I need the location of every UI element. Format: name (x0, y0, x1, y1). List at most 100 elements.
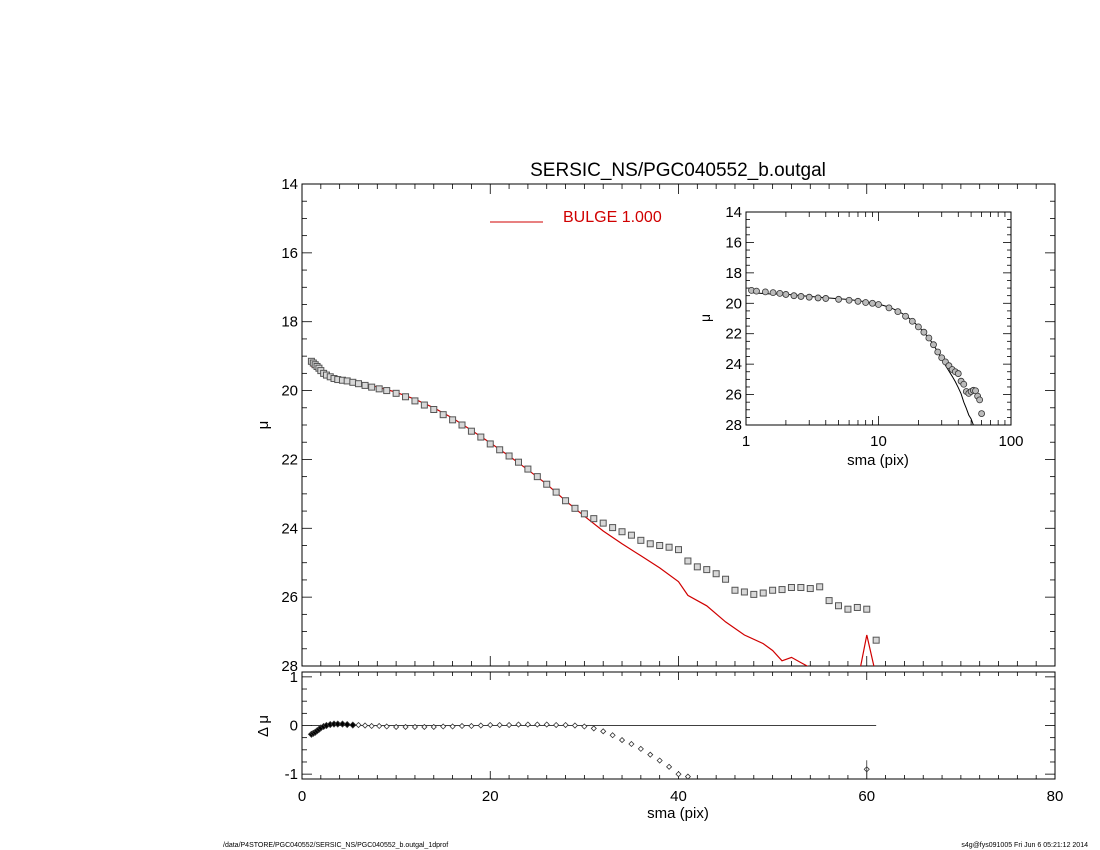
residual-point (402, 723, 409, 731)
inset-profile-point (875, 301, 882, 308)
profile-point (411, 397, 419, 405)
profile-point (449, 416, 457, 424)
residual-point (440, 723, 447, 730)
profile-point (872, 636, 880, 644)
residual-point (600, 728, 607, 735)
profile-point (496, 446, 504, 454)
inset-profile-point (854, 297, 862, 305)
profile-point (675, 546, 682, 554)
x-tick-label: 40 (670, 788, 687, 805)
profile-point (343, 377, 351, 385)
inset-profile-point (776, 289, 784, 297)
residual-point (338, 720, 347, 728)
inset-profile-point (908, 317, 916, 325)
profile-point (712, 570, 720, 578)
inset-axis-ticks: 1 10 100 14 16 18 20 22 24 26 28 (725, 204, 1023, 450)
inset-y-axis-label: μ (697, 314, 713, 322)
residual-point (515, 721, 522, 728)
main-y-tick-label: 28 (281, 658, 298, 675)
main-y-tick-label: 18 (281, 314, 298, 331)
profile-point (835, 602, 843, 610)
chart-title: SERSIC_NS/PGC040552_b.outgal (530, 160, 826, 181)
profile-point (759, 589, 767, 597)
profile-point (505, 452, 513, 460)
observed-profile-points (307, 357, 880, 644)
profile-point (844, 605, 852, 613)
inset-profile-point (954, 370, 962, 377)
profile-point (627, 531, 635, 539)
inset-profile-point (862, 299, 870, 306)
inset-profile-point (869, 299, 876, 307)
residual-points (307, 720, 870, 779)
profile-point (571, 504, 579, 512)
inset-profile-point (894, 308, 902, 316)
residual-point (349, 721, 357, 729)
inset-x-tick-label: 1 (742, 433, 750, 450)
inset-profile-point (761, 288, 769, 296)
residual-point (543, 721, 550, 728)
inset-profile-point (914, 323, 922, 331)
inset-profile-point (814, 294, 822, 302)
residual-point (637, 745, 644, 752)
inset-profile-point (753, 287, 760, 295)
inset-profile-points (748, 286, 986, 417)
inset-profile-point (976, 396, 984, 404)
residual-point (487, 721, 494, 729)
main-y-tick-label: 24 (281, 520, 298, 537)
inset-x-axis-label: sma (pix) (847, 452, 909, 469)
profile-point (731, 586, 739, 594)
profile-point (637, 536, 645, 544)
inset-y-tick-label: 24 (725, 356, 742, 373)
residual-point (421, 723, 428, 731)
profile-point (684, 557, 692, 565)
residual-point (430, 723, 437, 731)
inset-profile-point (797, 293, 805, 300)
inset-y-tick-label: 28 (725, 417, 742, 434)
residual-point (609, 732, 616, 739)
inset-data-area (748, 286, 986, 425)
legend-label: BULGE 1.000 (563, 209, 662, 226)
residual-point (343, 720, 351, 729)
profile-point (375, 385, 383, 393)
inset-profile-point (978, 410, 986, 417)
residual-point (534, 721, 541, 728)
residual-point (496, 721, 503, 729)
inset-y-tick-label: 20 (725, 295, 742, 312)
profile-point (816, 583, 824, 591)
profile-point (368, 383, 376, 391)
residual-point (684, 773, 691, 779)
profile-point (665, 543, 673, 551)
residual-point (675, 771, 682, 778)
inset-y-tick-label: 14 (725, 204, 742, 221)
residual-point (449, 723, 456, 730)
residual-point (376, 722, 383, 730)
profile-point (420, 401, 428, 409)
inset-x-tick-label: 10 (870, 433, 887, 450)
residual-y-tick-label: 0 (290, 718, 298, 735)
main-axis-ticks: 14 16 18 20 22 24 26 28 (281, 176, 1056, 675)
main-y-tick-label: 22 (281, 451, 298, 468)
profile-point (402, 393, 410, 401)
residual-y-tick-label: -1 (285, 766, 298, 783)
inset-profile-point (930, 341, 937, 349)
inset-profile-point (902, 312, 909, 320)
profile-point (853, 603, 861, 611)
residual-point (647, 751, 654, 758)
main-y-tick-label: 20 (281, 383, 298, 400)
profile-point (486, 440, 494, 448)
inset-profile-point (835, 295, 843, 303)
residual-point (581, 723, 588, 730)
profile-point (458, 421, 466, 429)
profile-point (778, 586, 786, 594)
residual-point (361, 722, 369, 729)
profile-point (439, 411, 447, 419)
residual-point (411, 723, 419, 731)
inset-profile-point (938, 354, 946, 362)
profile-point (599, 519, 607, 527)
residual-point (506, 721, 513, 729)
residual-point (656, 757, 663, 764)
profile-point (543, 480, 551, 488)
